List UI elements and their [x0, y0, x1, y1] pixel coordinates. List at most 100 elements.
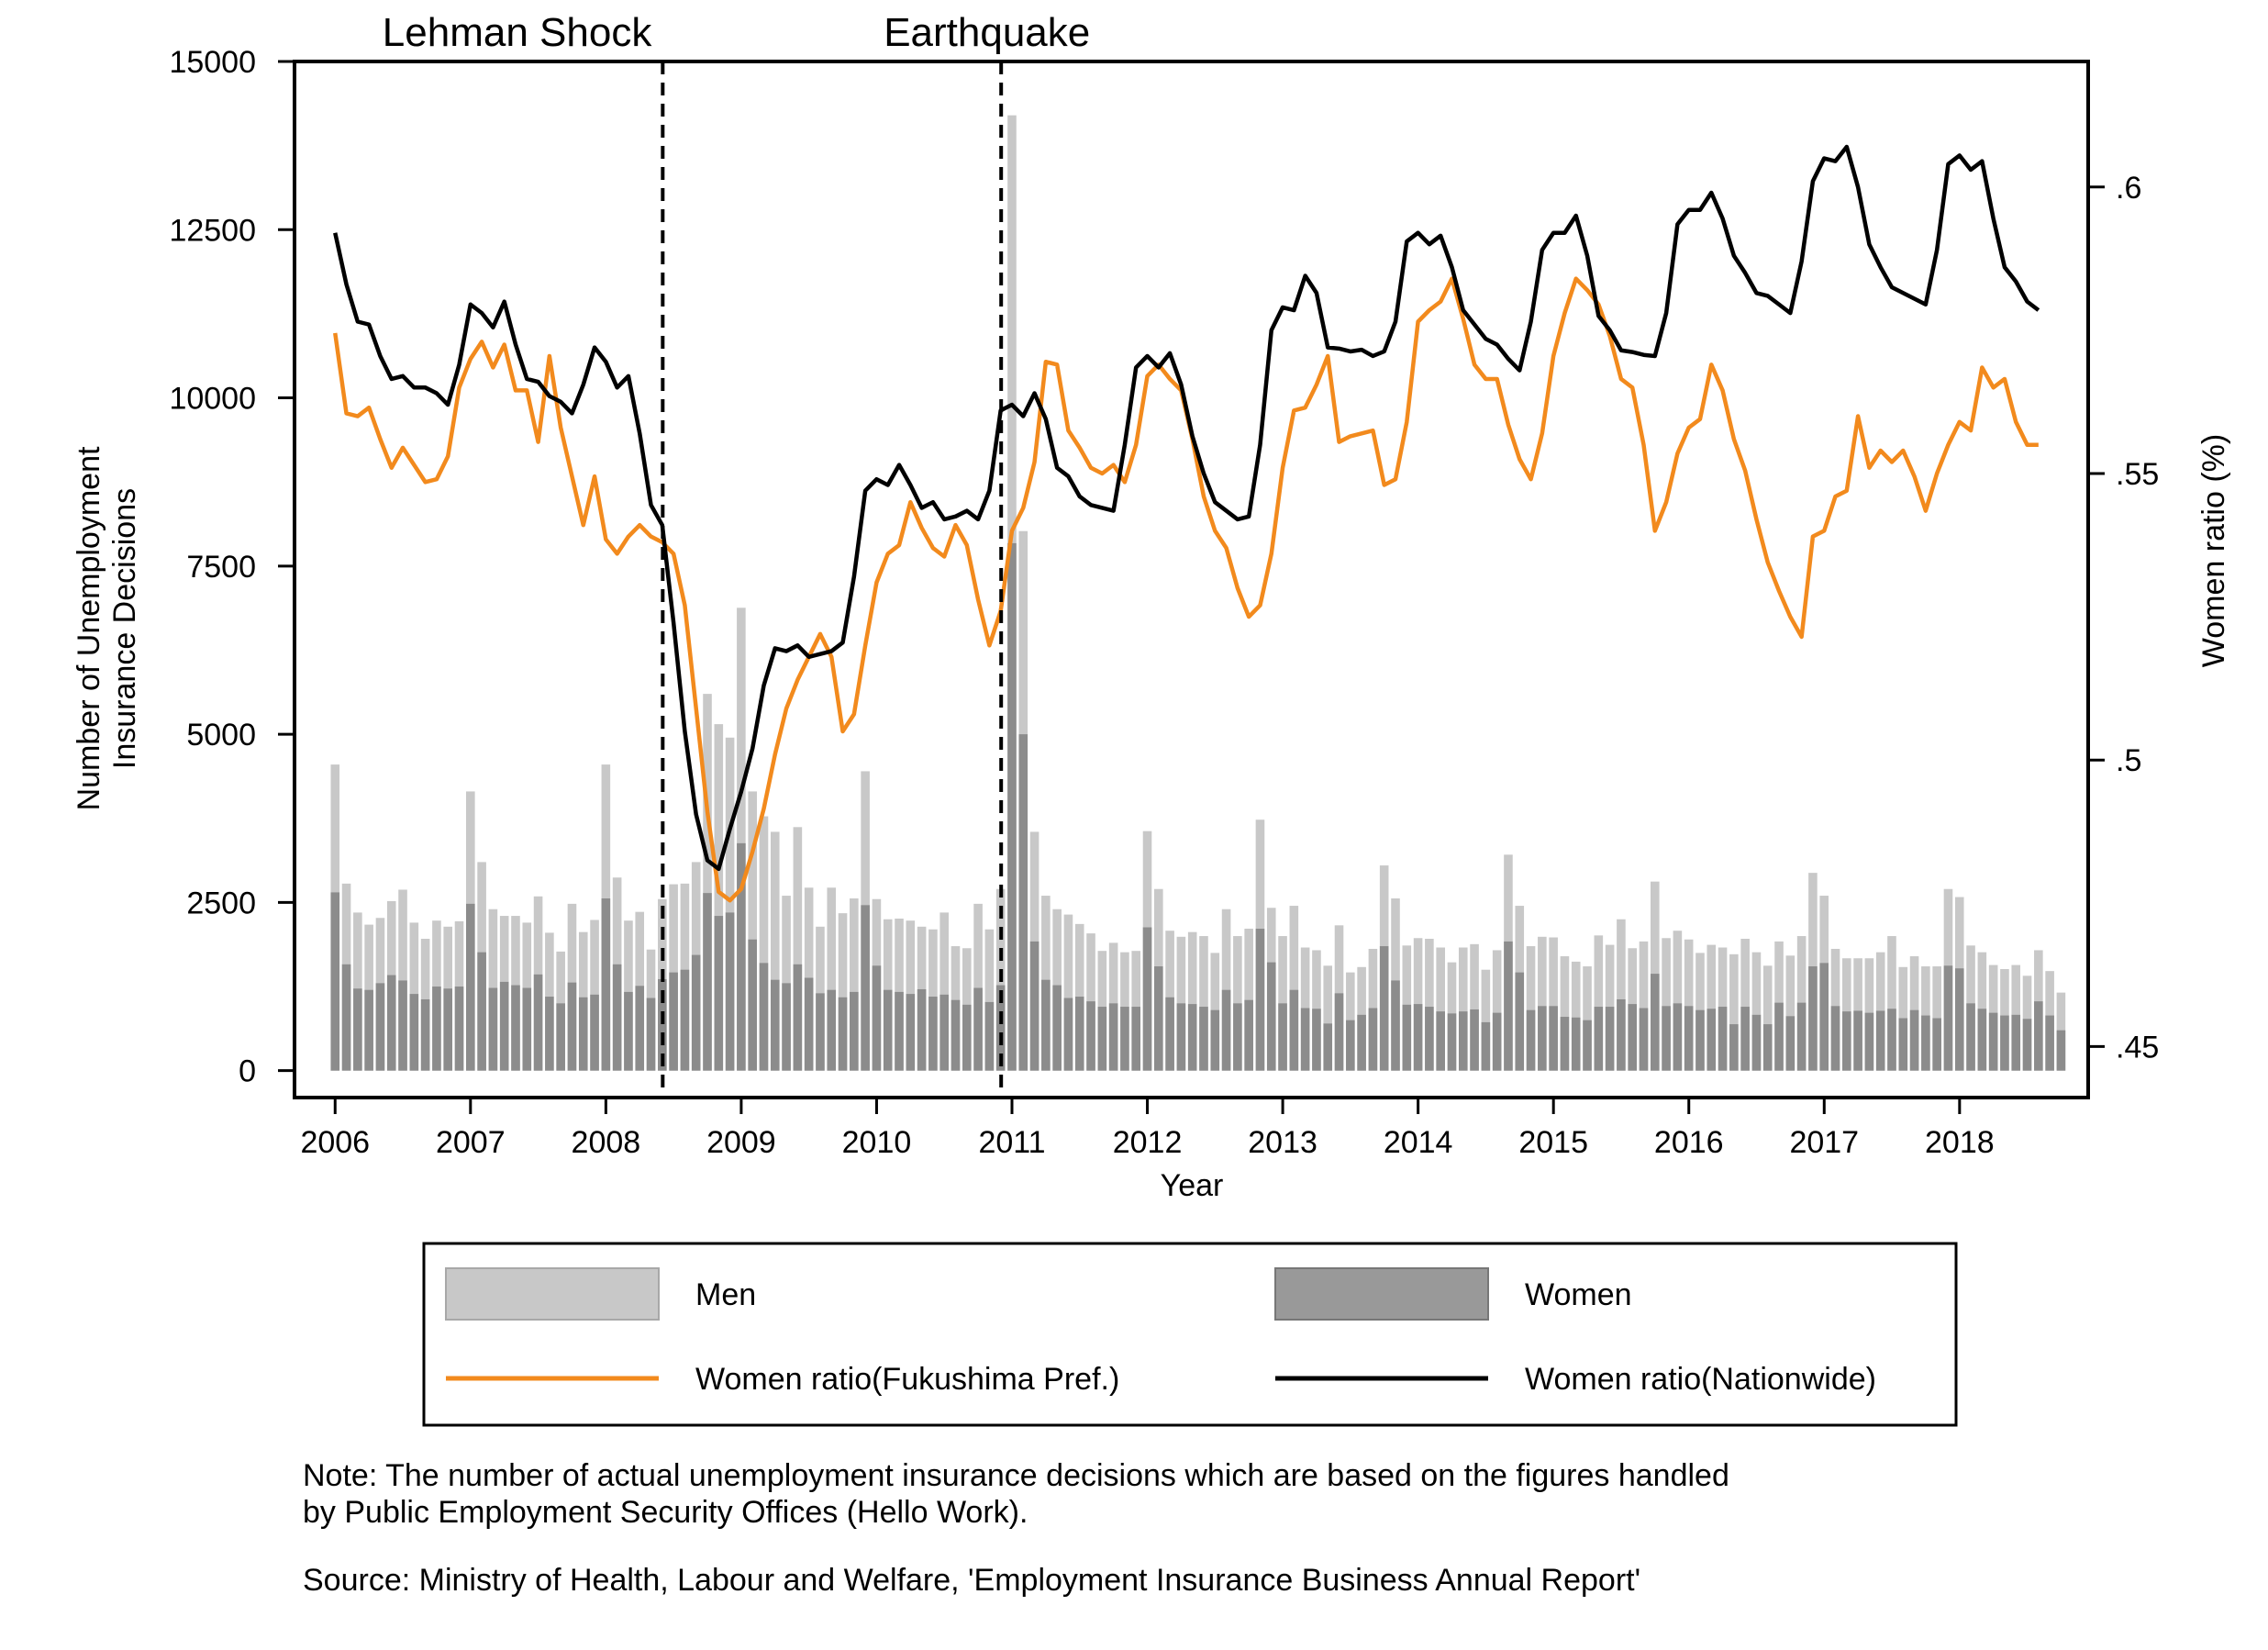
- bar-women-148: [2000, 1015, 2009, 1071]
- bar-women-62: [1029, 941, 1040, 1071]
- bar-women-129: [1785, 1016, 1796, 1071]
- bar-women-134: [1842, 1011, 1851, 1071]
- bar-women-43: [816, 993, 825, 1071]
- bars-layer: [330, 115, 2066, 1071]
- y-left-tick-label-0: 0: [239, 1054, 256, 1089]
- bar-men-116: [1639, 941, 1649, 1071]
- bar-women-15: [499, 981, 509, 1071]
- bar-women-42: [804, 977, 814, 1071]
- bar-women-82: [1255, 928, 1265, 1071]
- bar-men-118: [1662, 938, 1671, 1071]
- bar-women-44: [827, 989, 837, 1071]
- bar-men-125: [1740, 938, 1750, 1071]
- y-right-tick-label-0: .45: [2116, 1030, 2159, 1065]
- bar-women-52: [917, 988, 927, 1071]
- bar-women-120: [1684, 1006, 1694, 1071]
- note-line-2: by Public Employment Security Offices (H…: [303, 1495, 1028, 1530]
- bar-women-87: [1312, 1009, 1321, 1071]
- bar-women-152: [2045, 1015, 2054, 1071]
- bar-women-40: [782, 983, 791, 1071]
- bar-men-65: [1063, 914, 1073, 1071]
- bar-women-37: [748, 939, 757, 1071]
- bar-women-19: [545, 997, 554, 1071]
- bar-women-56: [962, 1004, 972, 1071]
- bar-women-67: [1086, 1001, 1095, 1071]
- bar-women-17: [522, 987, 532, 1071]
- left-axis-title-line2: Insurance Decisions: [107, 488, 142, 769]
- left-axis-title-line1: Number of Unemployment: [72, 446, 106, 810]
- bar-men-106: [1526, 946, 1536, 1071]
- bar-women-48: [872, 965, 882, 1071]
- bar-women-121: [1695, 1009, 1705, 1071]
- bar-women-145: [1966, 1003, 1975, 1071]
- bar-women-78: [1210, 1009, 1220, 1071]
- bar-men-114: [1617, 919, 1626, 1071]
- x-tick-label-10: 2016: [1654, 1125, 1724, 1160]
- x-tick-label-6: 2012: [1113, 1125, 1183, 1160]
- legend-label-women: Women: [1525, 1277, 1632, 1312]
- plot-frame: [293, 60, 2090, 1099]
- bar-women-53: [928, 997, 938, 1071]
- x-tick-label-4: 2010: [842, 1125, 912, 1160]
- bar-women-143: [1943, 965, 1953, 1071]
- bar-women-10: [443, 988, 453, 1071]
- bar-men-97: [1425, 938, 1434, 1071]
- bar-women-9: [432, 987, 441, 1071]
- bar-men-88: [1323, 965, 1333, 1071]
- bar-men-107: [1538, 936, 1547, 1071]
- bar-men-41: [793, 827, 803, 1071]
- bar-women-149: [2011, 1014, 2021, 1071]
- bar-women-8: [420, 998, 430, 1071]
- bar-women-28: [646, 998, 656, 1071]
- bar-women-105: [1515, 972, 1525, 1071]
- bar-women-7: [409, 994, 419, 1071]
- bar-men-39: [770, 831, 780, 1071]
- x-tick-label-12: 2018: [1925, 1125, 1995, 1160]
- y-right-tick-label-2: .55: [2116, 457, 2159, 492]
- bar-women-84: [1278, 1003, 1287, 1071]
- bar-men-103: [1492, 950, 1502, 1071]
- bar-men-45: [838, 913, 848, 1071]
- bar-women-89: [1334, 993, 1344, 1071]
- legend: Men Women Women ratio(Fukushima Pref.) W…: [422, 1242, 1958, 1427]
- bar-women-29: [658, 978, 667, 1071]
- bar-women-83: [1266, 962, 1276, 1071]
- bar-men-6: [398, 889, 407, 1071]
- bar-men-127: [1762, 965, 1773, 1071]
- x-tick-label-8: 2014: [1384, 1125, 1453, 1160]
- bar-women-68: [1097, 1007, 1107, 1071]
- y-right-tick-label-1: .5: [2116, 743, 2141, 778]
- bar-women-13: [477, 952, 486, 1071]
- bar-women-76: [1187, 1004, 1197, 1071]
- bar-women-35: [725, 912, 735, 1071]
- bar-women-108: [1549, 1006, 1558, 1071]
- bar-women-142: [1932, 1018, 1941, 1071]
- bar-women-88: [1323, 1023, 1333, 1071]
- bar-women-104: [1504, 941, 1513, 1071]
- bar-women-113: [1605, 1007, 1615, 1071]
- legend-label-men: Men: [695, 1277, 756, 1312]
- bar-men-85: [1289, 906, 1299, 1071]
- bar-women-49: [883, 989, 893, 1071]
- bar-men-40: [782, 896, 791, 1071]
- bar-women-122: [1707, 1009, 1717, 1071]
- bar-men-109: [1560, 956, 1570, 1071]
- bar-women-4: [375, 983, 385, 1071]
- bar-women-45: [838, 997, 848, 1071]
- bar-women-63: [1041, 979, 1051, 1071]
- x-tick-label-5: 2011: [978, 1125, 1045, 1160]
- bar-women-131: [1808, 966, 1818, 1071]
- bar-women-50: [895, 991, 904, 1071]
- bar-men-46: [850, 898, 859, 1071]
- bar-women-119: [1673, 1003, 1683, 1071]
- bar-women-118: [1662, 1006, 1671, 1071]
- x-tick-label-9: 2015: [1518, 1125, 1588, 1160]
- bar-women-115: [1628, 1004, 1637, 1071]
- x-axis-title: Year: [1161, 1168, 1224, 1203]
- bar-women-46: [850, 991, 859, 1071]
- bar-men-100: [1458, 947, 1468, 1071]
- bar-women-80: [1233, 1003, 1242, 1071]
- bar-women-66: [1074, 997, 1084, 1071]
- bar-women-58: [984, 1001, 995, 1071]
- y-left-tick-label-6: 15000: [169, 45, 256, 80]
